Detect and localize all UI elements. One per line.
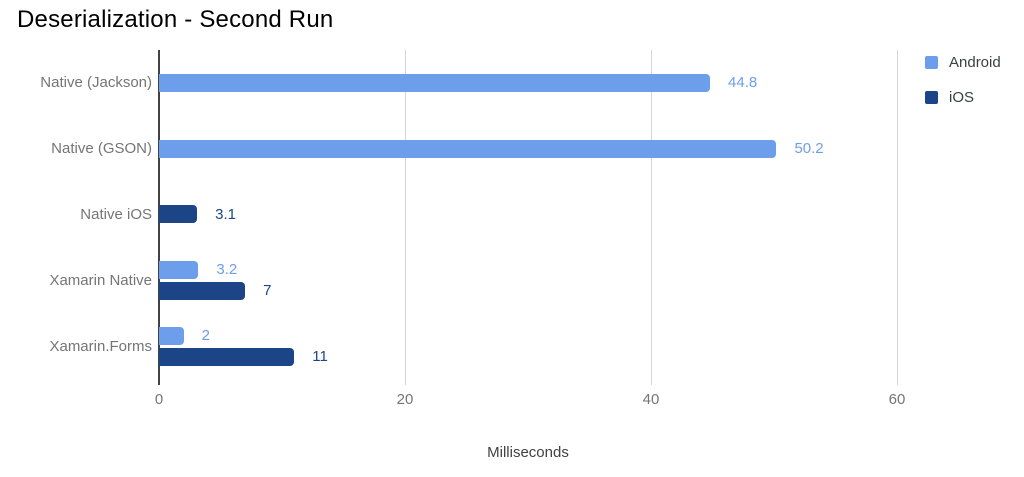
value-label-ios: 3.1 (215, 205, 236, 223)
bar-group-ios: 7 (159, 281, 897, 300)
category-label-xamarin-forms: Xamarin.Forms (49, 337, 152, 355)
gridline-40 (651, 50, 652, 385)
bar-row-native-gson-: 50.2 (159, 116, 897, 182)
x-axis-title: Milliseconds (487, 444, 569, 461)
legend-label-ios: iOS (949, 89, 975, 106)
legend-item-android: Android (925, 54, 1001, 71)
category-label-native-jackson-: Native (Jackson) (40, 74, 152, 92)
x-tick-label-20: 20 (396, 391, 414, 408)
bar-android (159, 73, 711, 92)
bar-ios (159, 205, 198, 224)
legend-item-ios: iOS (925, 89, 1001, 106)
value-label-ios: 7 (263, 282, 272, 300)
legend-swatch-android-icon (925, 56, 938, 69)
bar-ios (159, 347, 295, 366)
value-label-ios: 11 (312, 348, 328, 366)
bar-row-native-ios: 3.1 (159, 182, 897, 248)
bar-group-android: 2 (159, 326, 897, 345)
value-label-android: 44.8 (728, 74, 758, 92)
gridline-60 (897, 50, 898, 385)
chart-title: Deserialization - Second Run (17, 6, 334, 33)
category-label-xamarin-native: Xamarin Native (49, 271, 152, 289)
bar-row-native-jackson-: 44.8 (159, 50, 897, 116)
gridline-20 (405, 50, 406, 385)
bar-group-android: 3.2 (159, 260, 897, 279)
bar-ios (159, 281, 246, 300)
value-label-android: 2 (201, 327, 210, 345)
bar-android (159, 326, 184, 345)
legend: Android iOS (925, 54, 1001, 106)
legend-swatch-ios-icon (925, 91, 938, 104)
bar-group-android: 44.8 (159, 73, 897, 92)
x-tick-label-40: 40 (642, 391, 660, 408)
bar-row-xamarin-forms: 2 11 (159, 313, 897, 379)
value-label-android: 50.2 (794, 140, 824, 158)
plot-area: 44.8 50.2 3.1 3.2 7 2 11 (158, 50, 898, 385)
bar-group-android: 50.2 (159, 139, 897, 158)
bar-android (159, 260, 199, 279)
category-label-native-gson-: Native (GSON) (51, 140, 152, 158)
x-tick-label-0: 0 (154, 391, 164, 408)
legend-label-android: Android (949, 54, 1001, 71)
bar-row-xamarin-native: 3.2 7 (159, 247, 897, 313)
x-tick-label-60: 60 (888, 391, 906, 408)
bar-group-ios: 11 (159, 347, 897, 366)
bar-group-ios: 3.1 (159, 205, 897, 224)
category-label-native-ios: Native iOS (80, 205, 152, 223)
value-label-android: 3.2 (216, 261, 238, 279)
bar-android (159, 139, 777, 158)
